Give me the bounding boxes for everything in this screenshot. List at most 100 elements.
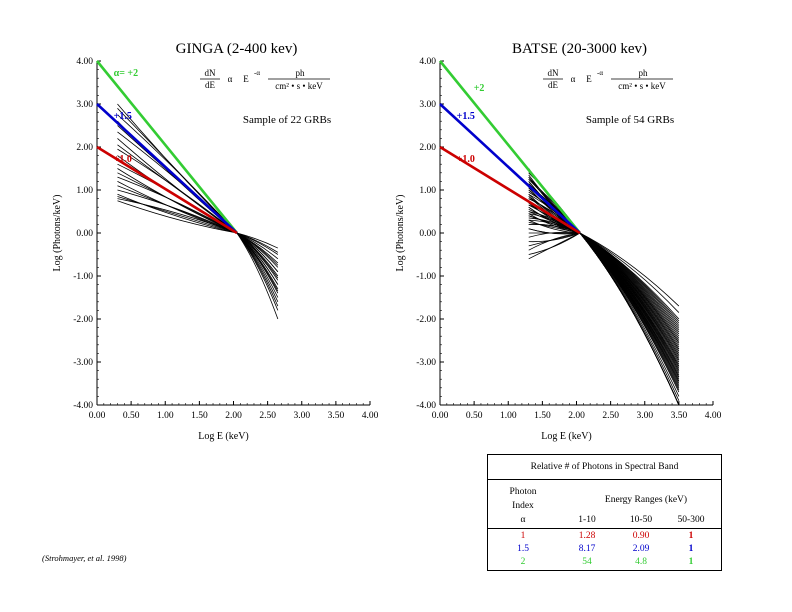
x-tick-label: 2.00	[568, 411, 585, 421]
formula-ph: ph	[296, 68, 306, 78]
spectrum-curve	[528, 170, 680, 313]
x-tick-label: 0.00	[89, 411, 106, 421]
spectrum-curve	[528, 217, 680, 386]
y-tick-label: -2.00	[73, 315, 93, 325]
spectrum-curve	[117, 193, 279, 279]
y-tick-label: -4.00	[416, 401, 436, 411]
row-value: 0.90	[632, 531, 650, 541]
y-tick-label: 3.00	[419, 100, 436, 110]
row-index: 1.5	[517, 544, 529, 554]
y-tick-label: -2.00	[416, 315, 436, 325]
x-tick-label: 3.00	[293, 411, 310, 421]
spectrum-curve	[117, 200, 279, 285]
x-tick-label: 1.50	[191, 411, 208, 421]
spectrum-curve	[117, 144, 279, 281]
row-value: 1	[688, 531, 694, 541]
x-tick-label: 0.50	[466, 411, 483, 421]
row-value: 1	[688, 557, 694, 567]
y-tick-label: 4.00	[76, 57, 93, 67]
chart-title: GINGA (2-400 kev)	[176, 41, 298, 57]
formula-units: cm² • s • keV	[275, 81, 323, 91]
reference-line-blue	[96, 103, 238, 234]
reference-line-label: α= +2	[114, 68, 138, 79]
x-tick-label: 1.50	[534, 411, 551, 421]
photon-header-line-3: α	[520, 515, 526, 525]
y-axis-label: Log (Photons/keV)	[395, 195, 406, 272]
formula-exponent: -α	[597, 69, 603, 77]
spectrum-curve	[528, 213, 680, 378]
energy-ranges-header: Energy Ranges (keV)	[604, 495, 688, 505]
formula-exponent: -α	[254, 69, 260, 77]
x-tick-label: 0.00	[432, 411, 449, 421]
y-tick-label: 4.00	[419, 57, 436, 67]
formula-de: dE	[205, 80, 216, 90]
reference-line-label: +1.5	[114, 111, 132, 122]
row-value: 1	[688, 544, 694, 554]
photon-ratio-table: Relative # of Photons in Spectral Band P…	[487, 454, 722, 571]
reference-line-label: +1.0	[457, 154, 475, 165]
column-header: 10-50	[629, 515, 653, 525]
table-caption: Relative # of Photons in Spectral Band	[488, 455, 721, 480]
x-tick-label: 4.00	[362, 411, 379, 421]
formula-proportional: α	[228, 74, 233, 84]
chart-panel-1: GINGA (2-400 kev) 0.00 0.50 1.00 1.50 2.00 2.5…	[52, 41, 379, 442]
reference-line-red	[96, 145, 238, 235]
x-tick-label: 2.00	[225, 411, 242, 421]
reference-line-label: +1.0	[114, 154, 132, 165]
row-value: 1.28	[578, 531, 596, 541]
formula-proportional: α	[571, 74, 576, 84]
spectra-curves	[528, 168, 680, 406]
row-value: 2.09	[632, 544, 650, 554]
spectrum-curve	[528, 211, 680, 378]
spectra-curves	[117, 103, 279, 320]
row-value: 8.17	[578, 544, 596, 554]
column-header: 1-10	[578, 515, 596, 525]
x-tick-label: 4.00	[705, 411, 722, 421]
reference-line-blue	[439, 103, 581, 234]
formula-dn: dN	[205, 68, 217, 78]
x-tick-label: 3.50	[328, 411, 345, 421]
y-tick-label: -1.00	[416, 272, 436, 282]
spectrum-curve	[528, 232, 680, 406]
y-tick-label: -1.00	[73, 272, 93, 282]
sample-annotation: Sample of 54 GRBs	[586, 114, 674, 126]
x-axis-label: Log E (keV)	[198, 431, 249, 442]
formula-e: E	[243, 74, 249, 84]
reference-line-green	[95, 60, 238, 234]
reference-line-red	[439, 145, 581, 235]
y-axis-label: Log (Photons/keV)	[52, 195, 63, 272]
spectrum-curve	[117, 189, 279, 266]
row-index: 1	[520, 531, 526, 541]
y-tick-label: 2.00	[76, 143, 93, 153]
x-tick-label: 1.00	[500, 411, 517, 421]
y-tick-label: -3.00	[416, 358, 436, 368]
formula-ph: ph	[639, 68, 649, 78]
row-value: 54	[582, 557, 592, 567]
y-tick-label: 2.00	[419, 143, 436, 153]
chart-panel-2: BATSE (20-3000 kev) 0.00 0.50 1.00 1.50 2.00 2…	[395, 41, 722, 442]
sample-annotation: Sample of 22 GRBs	[243, 114, 331, 126]
spectrum-curve	[528, 215, 680, 373]
y-tick-label: 3.00	[76, 100, 93, 110]
spectrum-curve	[528, 204, 680, 367]
x-axis-label: Log E (keV)	[541, 431, 592, 442]
y-tick-label: -4.00	[73, 401, 93, 411]
formula-e: E	[586, 74, 592, 84]
y-tick-label: 0.00	[76, 229, 93, 239]
x-tick-label: 2.50	[602, 411, 619, 421]
spectrum-curve	[528, 168, 680, 307]
formula-de: dE	[548, 80, 559, 90]
row-value: 4.8	[635, 557, 647, 567]
x-tick-label: 1.00	[157, 411, 174, 421]
chart-title: BATSE (20-3000 kev)	[512, 41, 647, 57]
y-tick-label: -3.00	[73, 358, 93, 368]
spectrum-curve	[528, 172, 680, 320]
y-tick-label: 0.00	[419, 229, 436, 239]
column-header: 50-300	[677, 515, 705, 525]
x-tick-label: 2.50	[259, 411, 276, 421]
y-tick-label: 1.00	[76, 186, 93, 196]
spectrum-curve	[528, 228, 680, 391]
spectrum-curve	[117, 198, 279, 272]
reference-line-green	[438, 60, 581, 234]
